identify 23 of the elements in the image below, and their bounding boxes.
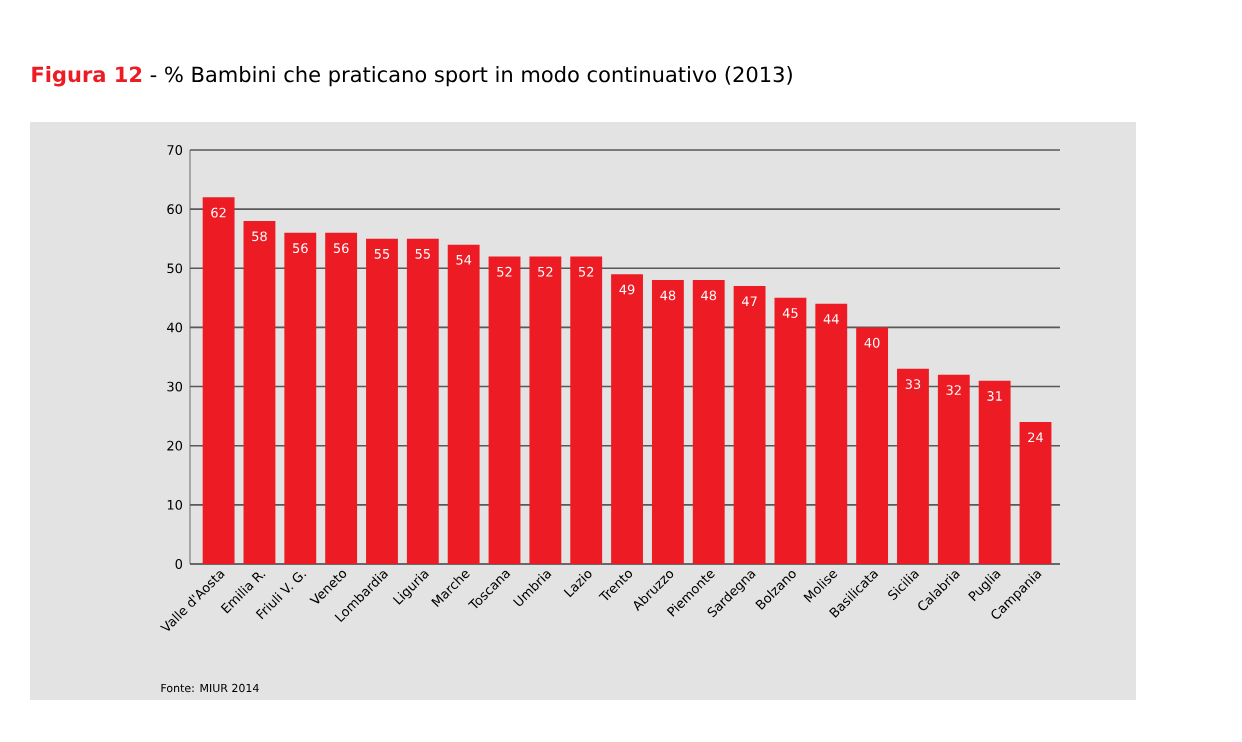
bar: [897, 368, 929, 564]
bar: [570, 256, 603, 564]
bar: [815, 303, 848, 564]
bar: [447, 244, 480, 564]
bar: [692, 280, 725, 564]
bar: [733, 286, 766, 564]
bar: [651, 280, 684, 564]
chart-title: Figura 12: [32, 66, 142, 87]
bar: [611, 274, 643, 564]
bar: [978, 380, 1011, 564]
bar: [856, 327, 889, 564]
bar: [774, 297, 807, 564]
bar: [325, 232, 358, 564]
bar: [488, 256, 521, 564]
bar: [1019, 422, 1052, 564]
bar: [529, 256, 562, 564]
bar: [937, 374, 970, 564]
bar: [202, 197, 235, 564]
bar: [243, 220, 276, 564]
bar: [284, 232, 317, 564]
bar: [366, 238, 398, 564]
chart-subtitle: - % Bambini che praticano sport in modo continuativo (2013): [150, 66, 792, 87]
bar: [406, 238, 439, 564]
